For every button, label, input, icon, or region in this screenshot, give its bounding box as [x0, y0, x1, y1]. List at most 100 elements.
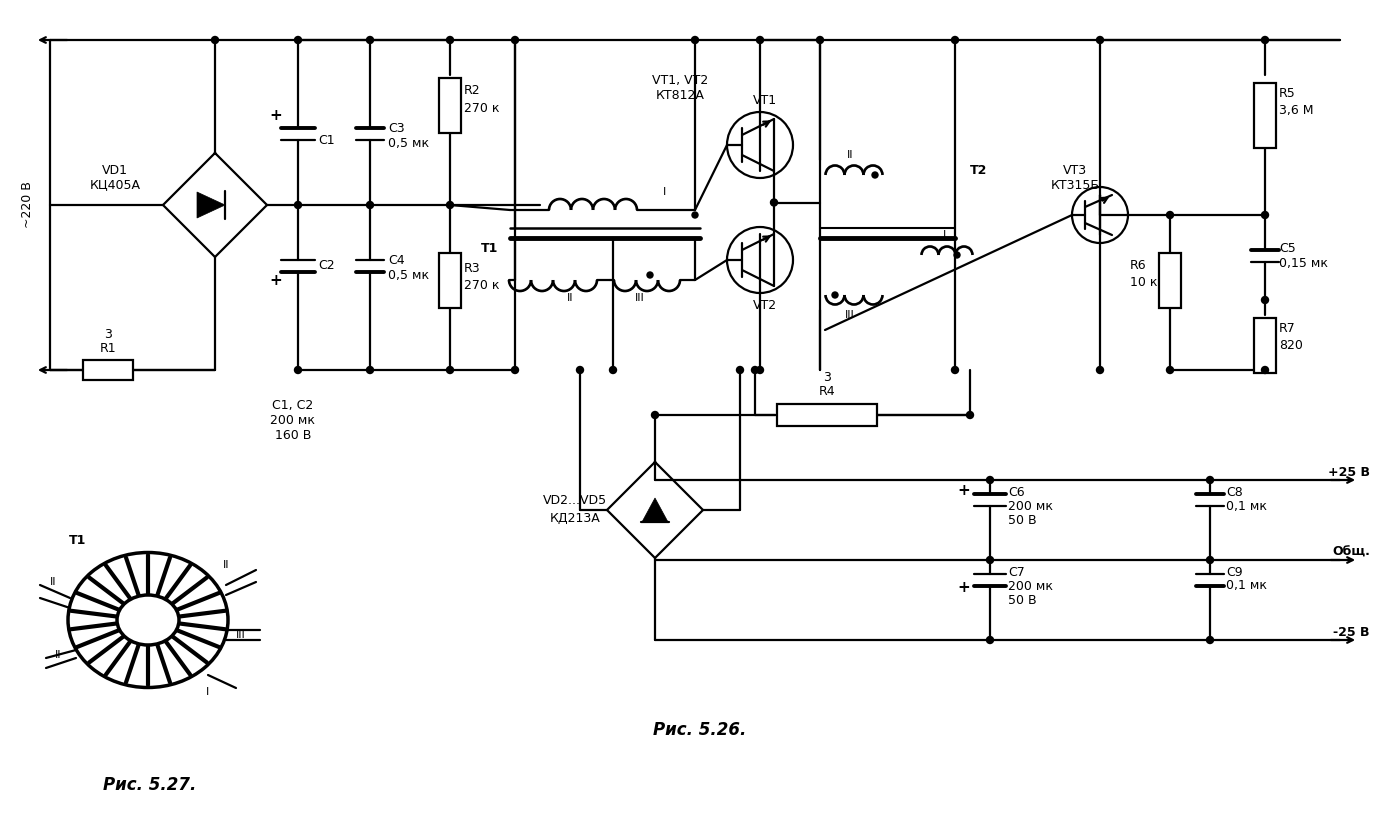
Text: +: +: [270, 272, 282, 287]
Text: Т2: Т2: [969, 164, 987, 176]
Text: III: III: [846, 310, 855, 320]
Text: 200 мк: 200 мк: [1008, 500, 1053, 513]
Text: С9: С9: [1226, 565, 1243, 579]
Text: II: II: [49, 577, 56, 587]
Text: +25 В: +25 В: [1328, 466, 1370, 478]
Text: VT1, VT2: VT1, VT2: [652, 73, 708, 86]
Text: С3: С3: [388, 122, 404, 134]
Text: С8: С8: [1226, 486, 1243, 499]
Text: VT1: VT1: [754, 94, 777, 106]
Text: 50 В: 50 В: [1008, 593, 1037, 607]
Bar: [1254, 82, 1276, 147]
Text: С5: С5: [1279, 241, 1295, 254]
Circle shape: [447, 366, 454, 374]
Text: 3,6 М: 3,6 М: [1279, 104, 1313, 117]
Circle shape: [951, 36, 958, 44]
Text: 50 В: 50 В: [1008, 514, 1037, 527]
Text: II: II: [223, 560, 230, 570]
Bar: [82, 360, 133, 380]
Text: КТ315Б: КТ315Б: [1050, 179, 1100, 192]
Text: II: II: [566, 293, 573, 303]
Circle shape: [212, 36, 219, 44]
Circle shape: [1206, 556, 1214, 564]
Circle shape: [652, 412, 659, 419]
Text: R1: R1: [99, 342, 117, 355]
Text: С4: С4: [388, 253, 404, 267]
Circle shape: [447, 36, 454, 44]
Circle shape: [692, 36, 698, 44]
Text: I: I: [663, 187, 667, 197]
Circle shape: [737, 366, 744, 374]
Circle shape: [1206, 636, 1214, 644]
Circle shape: [576, 366, 583, 374]
Circle shape: [294, 366, 301, 374]
Text: КЦ405А: КЦ405А: [89, 179, 140, 192]
Circle shape: [951, 366, 958, 374]
Circle shape: [872, 172, 879, 178]
Circle shape: [367, 36, 374, 44]
Text: I: I: [206, 687, 209, 697]
Text: R4: R4: [818, 384, 835, 398]
Text: Рис. 5.26.: Рис. 5.26.: [653, 721, 747, 739]
Circle shape: [1261, 36, 1269, 44]
Text: R7: R7: [1279, 322, 1295, 334]
Text: +: +: [957, 482, 969, 497]
Circle shape: [1261, 212, 1269, 218]
Text: КТ812А: КТ812А: [656, 89, 704, 101]
Text: 0,15 мк: 0,15 мк: [1279, 257, 1328, 269]
Circle shape: [817, 36, 824, 44]
Bar: [439, 253, 461, 308]
Bar: [1159, 253, 1181, 308]
Text: 160 В: 160 В: [275, 429, 311, 441]
Circle shape: [692, 212, 698, 218]
Text: 200 мк: 200 мк: [271, 413, 315, 426]
Circle shape: [752, 366, 759, 374]
Circle shape: [832, 292, 837, 298]
Text: С7: С7: [1008, 565, 1024, 579]
Circle shape: [648, 272, 653, 278]
Bar: [439, 77, 461, 133]
Circle shape: [986, 636, 994, 644]
Text: 270 к: 270 к: [463, 278, 499, 291]
Text: 0,1 мк: 0,1 мк: [1226, 500, 1266, 513]
Text: +: +: [957, 580, 969, 596]
Text: 10 к: 10 к: [1130, 276, 1158, 289]
Circle shape: [294, 202, 301, 208]
Text: Т1: Т1: [481, 241, 499, 254]
Circle shape: [756, 36, 763, 44]
Circle shape: [1096, 366, 1104, 374]
Circle shape: [1206, 477, 1214, 483]
Text: III: III: [635, 293, 645, 303]
Text: II: II: [847, 150, 854, 160]
Circle shape: [770, 199, 777, 206]
Text: Общ.: Общ.: [1332, 546, 1370, 559]
Text: 3: 3: [824, 370, 830, 384]
Text: VT3: VT3: [1063, 164, 1088, 176]
Circle shape: [1261, 366, 1269, 374]
Circle shape: [1166, 212, 1173, 218]
Circle shape: [967, 412, 973, 419]
Text: С2: С2: [318, 258, 334, 272]
Circle shape: [294, 36, 301, 44]
Circle shape: [367, 366, 374, 374]
Text: 270 к: 270 к: [463, 101, 499, 114]
Text: С1, С2: С1, С2: [272, 398, 314, 412]
Text: Т1: Т1: [69, 533, 87, 546]
Text: Рис. 5.27.: Рис. 5.27.: [103, 776, 197, 794]
Text: 0,1 мк: 0,1 мк: [1226, 579, 1266, 593]
Circle shape: [512, 36, 518, 44]
Text: III: III: [236, 630, 246, 640]
Circle shape: [447, 202, 454, 208]
Circle shape: [1166, 366, 1173, 374]
Circle shape: [986, 477, 994, 483]
Circle shape: [954, 252, 960, 258]
Circle shape: [367, 202, 374, 208]
Text: С6: С6: [1008, 486, 1024, 499]
Text: 0,5 мк: 0,5 мк: [388, 137, 429, 150]
Text: 3: 3: [104, 328, 111, 341]
Text: R3: R3: [463, 262, 481, 275]
Text: VD2...VD5: VD2...VD5: [543, 494, 606, 506]
Text: R5: R5: [1279, 86, 1295, 100]
Circle shape: [756, 366, 763, 374]
Bar: [777, 404, 877, 426]
